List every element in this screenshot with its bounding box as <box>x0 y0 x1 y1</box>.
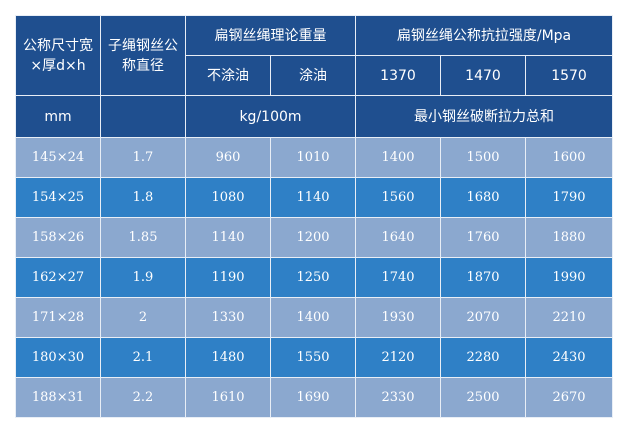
data-cell: 2330 <box>355 377 441 418</box>
spec-table: 公称尺寸宽×厚d×h 子绳钢丝公称直径 扁钢丝绳理论重量 扁钢丝绳公称抗拉强度/… <box>15 15 614 418</box>
data-cell: 1400 <box>270 297 356 338</box>
header-cell: 涂油 <box>270 55 356 96</box>
data-cell: 162×27 <box>15 257 101 298</box>
header-cell: 扁钢丝绳理论重量 <box>185 15 356 56</box>
data-cell: 1140 <box>185 217 271 258</box>
data-cell: 1790 <box>524 177 614 218</box>
data-cell: 1.85 <box>100 217 186 258</box>
data-cell: 1400 <box>355 137 441 178</box>
data-cell: 154×25 <box>15 177 101 218</box>
unit-cell: mm <box>15 95 101 138</box>
data-cell: 1930 <box>355 297 441 338</box>
data-cell: 1.8 <box>100 177 186 218</box>
data-cell: 1550 <box>270 337 356 378</box>
data-cell: 1.9 <box>100 257 186 298</box>
data-cell: 960 <box>185 137 271 178</box>
header-cell: 1570 <box>524 55 614 96</box>
data-cell: 145×24 <box>15 137 101 178</box>
data-cell: 2670 <box>524 377 614 418</box>
data-cell: 1480 <box>185 337 271 378</box>
data-cell: 1010 <box>270 137 356 178</box>
data-row: 188×31 2.2 1610 1690 2330 2500 2670 <box>15 377 614 418</box>
data-cell: 2070 <box>440 297 526 338</box>
header-row: 公称尺寸宽×厚d×h 子绳钢丝公称直径 扁钢丝绳理论重量 扁钢丝绳公称抗拉强度/… <box>15 15 614 96</box>
data-cell: 1560 <box>355 177 441 218</box>
data-cell: 1880 <box>524 217 614 258</box>
header-cell: 子绳钢丝公称直径 <box>100 15 186 96</box>
data-cell: 1640 <box>355 217 441 258</box>
data-cell: 2500 <box>440 377 526 418</box>
data-cell: 1080 <box>185 177 271 218</box>
data-cell: 2210 <box>524 297 614 338</box>
unit-row: mm kg/100m 最小钢丝破断拉力总和 <box>15 95 614 138</box>
header-cell: 公称尺寸宽×厚d×h <box>15 15 101 96</box>
data-cell: 1690 <box>270 377 356 418</box>
data-cell: 1740 <box>355 257 441 298</box>
header-cell: 扁钢丝绳公称抗拉强度/Mpa <box>354 15 614 56</box>
data-cell: 1140 <box>270 177 356 218</box>
header-cell: 1370 <box>355 55 441 96</box>
data-row: 158×26 1.85 1140 1200 1640 1760 1880 <box>15 217 614 258</box>
data-cell: 180×30 <box>15 337 101 378</box>
header-row: 不涂油 涂油 1370 1470 1570 <box>16 55 614 96</box>
data-cell: 1870 <box>440 257 526 298</box>
data-cell: 1990 <box>524 257 614 298</box>
data-cell: 1330 <box>185 297 271 338</box>
empty-cell <box>100 95 186 138</box>
header-cell: 不涂油 <box>185 55 271 96</box>
data-cell: 2.2 <box>100 377 186 418</box>
unit-cell: 最小钢丝破断拉力总和 <box>354 95 614 138</box>
data-row: 162×27 1.9 1190 1250 1740 1870 1990 <box>15 257 614 298</box>
data-cell: 2 <box>100 297 186 338</box>
data-cell: 1190 <box>185 257 271 298</box>
data-cell: 171×28 <box>15 297 101 338</box>
data-cell: 1500 <box>440 137 526 178</box>
data-cell: 188×31 <box>15 377 101 418</box>
data-cell: 1760 <box>440 217 526 258</box>
data-cell: 1.7 <box>100 137 186 178</box>
data-row: 154×25 1.8 1080 1140 1560 1680 1790 <box>15 177 614 218</box>
data-cell: 2120 <box>355 337 441 378</box>
data-cell: 1600 <box>524 137 614 178</box>
data-cell: 158×26 <box>15 217 101 258</box>
data-cell: 1680 <box>440 177 526 218</box>
data-row: 145×24 1.7 960 1010 1400 1500 1600 <box>15 137 614 178</box>
data-cell: 2430 <box>524 337 614 378</box>
unit-cell: kg/100m <box>185 95 356 138</box>
data-row: 180×30 2.1 1480 1550 2120 2280 2430 <box>15 337 614 378</box>
data-cell: 2280 <box>440 337 526 378</box>
data-row: 171×28 2 1330 1400 1930 2070 2210 <box>15 297 614 338</box>
data-cell: 1200 <box>270 217 356 258</box>
data-cell: 1610 <box>185 377 271 418</box>
data-cell: 2.1 <box>100 337 186 378</box>
header-cell: 1470 <box>440 55 526 96</box>
data-cell: 1250 <box>270 257 356 298</box>
